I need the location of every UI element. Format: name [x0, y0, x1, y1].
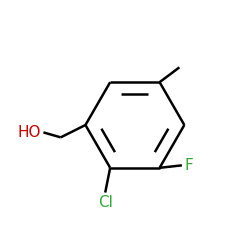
- Text: HO: HO: [18, 125, 41, 140]
- Text: F: F: [184, 158, 193, 173]
- Text: Cl: Cl: [98, 195, 113, 210]
